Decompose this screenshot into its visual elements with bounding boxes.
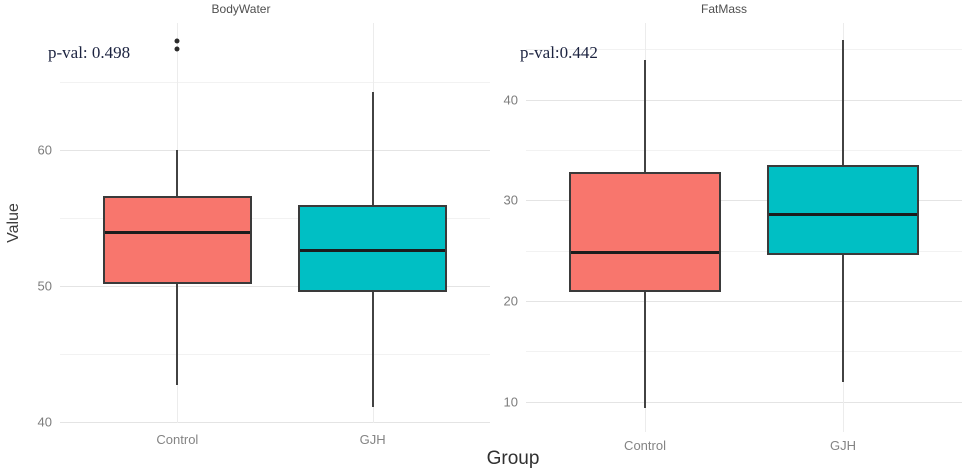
gridline-minor [60,81,490,83]
x-category-label: Control [624,438,666,453]
gridline-minor [526,49,962,51]
boxplot-box-control [569,172,721,292]
plot-area-bodywater: 40 50 60 Control GJH p-val: 0.498 [38,23,490,447]
boxplot-box-control [102,195,253,285]
y-tick-label: 10 [503,394,518,410]
whisker-upper-gjh [371,92,374,206]
panel-title: BodyWater [211,2,271,16]
outlier-point [174,38,180,44]
gridline-major [526,200,962,202]
whisker-lower-control [644,291,647,408]
gridline-major [526,301,962,303]
y-tick-label: 50 [37,278,52,294]
x-axis-title: Group [486,448,540,469]
whisker-upper-control [176,149,179,196]
y-tick-label: 40 [37,414,52,430]
y-tick-label: 40 [503,92,518,108]
whisker-lower-gjh [841,254,844,382]
y-tick-label: 30 [503,192,518,208]
gridline-minor [526,250,962,252]
x-category-label: Control [156,432,199,447]
gridline-minor [60,217,490,219]
gridline-major [60,421,490,423]
y-axis-title: Value [5,203,22,243]
gridline-minor [60,353,490,355]
outlier-point [174,46,180,52]
whisker-upper-control [644,60,647,173]
gridline-minor [526,351,962,353]
boxplot-box-gjh [767,165,919,255]
gridline-minor [526,149,962,151]
median-line-control [104,231,251,235]
whisker-upper-gjh [841,40,844,166]
pval-annotation: p-val: 0.498 [48,43,131,62]
plot-area-fatmass: 10 20 30 40 Control GJH p-val:0.442 [504,23,962,453]
whisker-lower-control [176,284,179,385]
panel-title: FatMass [700,2,747,16]
x-category-label: GJH [829,438,856,453]
whisker-lower-gjh [371,292,374,407]
subplot-bodywater: BodyWater 40 50 60 Control GJH p-val: 0.498 Val… [0,0,490,474]
median-line-gjh [299,248,446,252]
subplot-fatmass: FatMass 10 20 30 40 Control GJH p-val:0.442 [483,0,965,474]
gridline-major [526,401,962,403]
y-tick-label: 20 [503,293,518,309]
x-category-label: GJH [359,432,386,447]
gridline-major [60,149,490,151]
gridline-major [526,99,962,101]
median-line-control [571,251,719,255]
pval-annotation: p-val:0.442 [520,43,598,62]
median-line-gjh [769,212,917,216]
y-tick-label: 60 [37,142,52,158]
gridline-major [60,285,490,287]
